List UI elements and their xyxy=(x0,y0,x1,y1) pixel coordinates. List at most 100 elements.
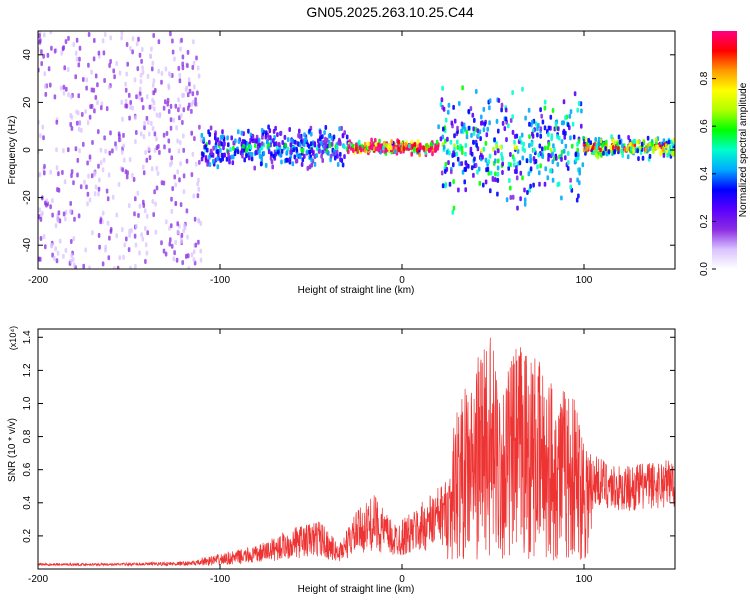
spectrogram-cell xyxy=(413,142,417,148)
spectrogram-cell xyxy=(121,227,124,233)
spectrogram-cell xyxy=(513,134,517,139)
spectrogram-cell xyxy=(111,194,115,200)
spectrogram-cell xyxy=(471,112,475,118)
spectrogram-cell xyxy=(274,125,277,131)
spectrogram-cell xyxy=(155,112,159,118)
spectrogram-cell xyxy=(484,140,488,146)
spectrogram-cell xyxy=(196,90,199,96)
spectrogram-cell xyxy=(465,162,468,168)
spectrogram-cell xyxy=(170,196,173,202)
spectrogram-cell xyxy=(320,153,323,159)
spectrogram-cell xyxy=(662,152,666,158)
spectrogram-cell xyxy=(446,136,449,142)
spectrogram-cell xyxy=(182,147,185,153)
spectrogram-cell xyxy=(121,149,124,155)
spectrogram-cell xyxy=(169,125,173,131)
spectrogram-cell xyxy=(193,84,196,90)
spectrogram-cell xyxy=(507,123,510,129)
spectrogram-cell xyxy=(58,238,62,244)
spectrogram-cell xyxy=(237,129,240,135)
spectrogram-cell xyxy=(198,159,201,165)
spectrogram-cell xyxy=(567,160,570,166)
spectrogram-cell xyxy=(341,133,345,139)
spectrogram-cell xyxy=(69,94,73,100)
spectrogram-cell xyxy=(620,148,623,154)
spectrogram-cell xyxy=(298,134,302,140)
spectrogram-cell xyxy=(142,170,146,176)
spectrogram-cell xyxy=(169,162,172,168)
spectrogram-cell xyxy=(568,113,572,119)
spectrogram-cell xyxy=(50,45,53,51)
spectrogram-cell xyxy=(179,46,182,52)
spectrogram-cell xyxy=(142,164,145,170)
spectrogram-cell xyxy=(560,149,564,155)
spectrogram-cell xyxy=(513,144,517,150)
spectrogram-cell xyxy=(447,109,450,115)
spectrogram-cell xyxy=(230,135,233,141)
spectrogram-cell xyxy=(64,209,68,215)
spectrogram-cell xyxy=(202,136,206,142)
spectrogram-cell xyxy=(147,146,151,152)
spectrogram-cell xyxy=(180,37,183,43)
spectrogram-cell xyxy=(107,84,111,90)
spectrogram-cell xyxy=(641,155,645,161)
spectrogram-cell xyxy=(133,233,137,239)
spectrogram-cell xyxy=(70,239,73,244)
spectrogram-cell xyxy=(509,185,512,191)
spectrogram-cell xyxy=(188,81,191,87)
y-tick-label: 0.4 xyxy=(22,495,33,509)
spectrogram-cell xyxy=(343,144,346,150)
spectrogram-cell xyxy=(72,236,76,242)
spectrogram-cell xyxy=(55,165,59,171)
spectrogram-cell xyxy=(504,116,508,122)
spectrogram-cell xyxy=(521,175,524,181)
spectrogram-cell xyxy=(632,138,636,144)
spectrogram-cell xyxy=(493,137,496,143)
spectrogram-cell xyxy=(546,145,550,151)
spectrogram-cell xyxy=(151,199,155,204)
spectrogram-cell xyxy=(173,250,176,256)
spectrogram-cell xyxy=(216,156,219,162)
spectrogram-cell xyxy=(212,158,215,164)
spectrogram-cell xyxy=(543,105,547,111)
spectrogram-cell xyxy=(539,126,543,132)
spectrogram-cell xyxy=(150,46,153,52)
spectrogram-cell xyxy=(190,130,193,136)
spectrogram-cell xyxy=(450,169,453,175)
spectrogram-cell xyxy=(51,198,54,204)
spectrogram-cell xyxy=(637,156,640,162)
spectrogram-cell xyxy=(169,237,172,243)
spectrogram-cell xyxy=(532,182,535,188)
spectrogram-cell xyxy=(144,150,147,155)
spectrogram-cell xyxy=(93,38,96,43)
spectrogram-cell xyxy=(169,72,172,78)
spectrogram-cell xyxy=(194,161,198,167)
spectrogram-cell xyxy=(94,184,98,190)
spectrogram-cell xyxy=(126,61,129,67)
spectrogram-cell xyxy=(452,205,456,211)
spectrogram-cell xyxy=(215,138,218,144)
spectrogram-cell xyxy=(181,120,184,125)
spectrogram-cell xyxy=(138,250,141,256)
spectrogram-cell xyxy=(538,181,541,187)
spectrogram-cell xyxy=(123,242,127,248)
spectrogram-cell xyxy=(513,139,516,145)
spectrogram-cell xyxy=(529,183,532,189)
spectrogram-cell xyxy=(313,141,316,147)
spectrogram-cell xyxy=(152,78,156,84)
spectrogram-cell xyxy=(496,165,500,171)
spectrogram-cell xyxy=(266,139,269,145)
spectrogram-cell xyxy=(102,50,106,56)
spectrogram-cell xyxy=(128,92,131,98)
spectrogram-cell xyxy=(272,138,275,144)
spectrogram-cell xyxy=(457,187,460,193)
spectrogram-cell xyxy=(441,85,444,91)
spectrogram-cell xyxy=(115,233,118,239)
spectrogram-cell xyxy=(458,161,461,167)
spectrogram-cell xyxy=(616,141,619,147)
spectrogram-cell xyxy=(38,207,41,213)
spectrogram-cell xyxy=(124,103,127,109)
spectrogram-cell xyxy=(148,104,152,110)
spectrogram-cell xyxy=(176,221,179,227)
spectrogram-cell xyxy=(495,143,498,149)
